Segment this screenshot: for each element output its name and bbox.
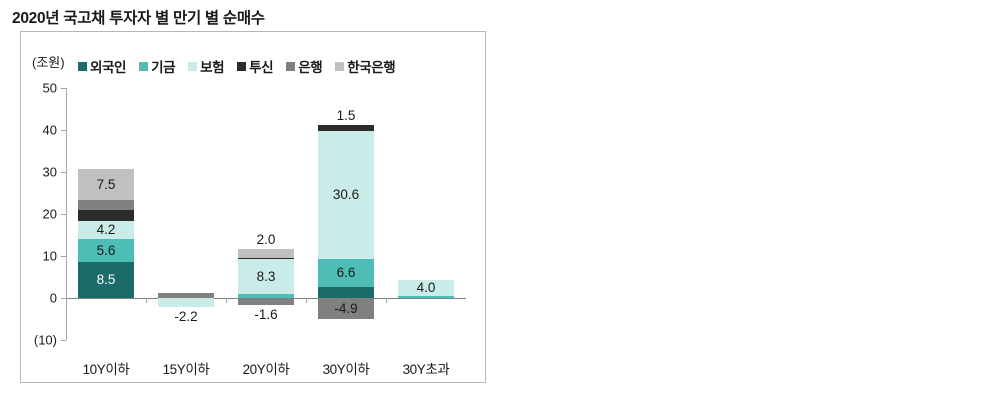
plot-area-ktb: (10)0102030405010Y이하8.55.64.22.62.47.515… (20, 31, 486, 383)
y-tick-mark (61, 214, 66, 215)
bar-segment: 2.4 (78, 183, 134, 211)
legend-label: 외국인 (90, 60, 127, 75)
bar-value-label: 8.3 (256, 269, 276, 285)
y-tick-mark (61, 340, 66, 341)
x-tick-mark (66, 298, 67, 303)
bar-segment: 7.5 (78, 168, 134, 201)
bar-segment: -4.9 (318, 298, 374, 319)
bar-segment: 4.2 (78, 221, 134, 239)
unit-label-ktb: (조원) (32, 55, 65, 70)
legend-label: 보험 (200, 60, 225, 75)
y-tick-mark (61, 256, 66, 257)
y-tick-label: 20 (42, 206, 57, 222)
y-tick-label: 30 (42, 164, 57, 180)
legend-swatch-icon (78, 61, 87, 71)
legend-label: 투신 (249, 60, 274, 75)
x-tick-mark (386, 298, 387, 303)
legend-swatch-icon (188, 61, 198, 71)
bar-segment: -1.6 (238, 298, 294, 322)
legend-item-한국은행: 한국은행 (335, 56, 396, 76)
legend-label: 기금 (151, 60, 176, 75)
y-tick-label: (10) (33, 332, 57, 348)
legend-item-은행: 은행 (286, 56, 323, 76)
legend-item-기금: 기금 (139, 56, 176, 76)
bar-value-label: 7.5 (96, 176, 116, 192)
bar-segment: 8.5 (78, 262, 134, 298)
y-tick-mark (61, 130, 66, 131)
bar-value-label: 5.6 (96, 242, 116, 258)
bar-value-label: 30.6 (332, 187, 360, 203)
bar-value-label: -2.2 (174, 309, 198, 325)
legend-swatch-icon (286, 61, 296, 71)
bar-segment (238, 257, 294, 260)
bar-value-label: 6.6 (336, 265, 356, 281)
bar-segment: 8.3 (238, 259, 294, 295)
y-tick-label: 0 (49, 290, 57, 306)
bar-segment: 30.6 (318, 130, 374, 260)
bar-segment: 6.6 (318, 259, 374, 288)
chart-panel-agency: 2020년 공사공단채 투자자 별 만기 별 순매수 (조원) 외국인기금보험투… (500, 0, 1000, 401)
x-tick-mark (146, 298, 147, 303)
bar-segment (158, 293, 214, 298)
x-tick-label-10Y이하: 10Y이하 (82, 362, 130, 377)
y-axis-line (66, 88, 67, 340)
x-tick-label-15Y이하: 15Y이하 (162, 362, 210, 377)
chart-panel-ktb: 2020년 국고채 투자자 별 만기 별 순매수 (조원) 외국인 기금 보험 투신 은… (12, 10, 486, 383)
x-tick-label-30Y초과: 30Y초과 (402, 362, 450, 377)
legend-ktb: 외국인 기금 보험 투신 은행 한국은행 (78, 56, 396, 76)
bar-segment: 4.0 (398, 279, 454, 297)
bar-segment: -2.2 (158, 298, 214, 324)
legend-item-보험: 보험 (188, 56, 225, 76)
y-tick-mark (61, 172, 66, 173)
bar-segment (238, 294, 294, 298)
bar-value-label: 8.5 (96, 272, 116, 288)
bar-segment: 2.6 (78, 193, 134, 222)
y-tick-label: 10 (42, 248, 57, 264)
y-tick-label: 50 (42, 80, 57, 96)
legend-swatch-icon (237, 61, 247, 71)
bar-value-label: 4.0 (416, 280, 436, 296)
page-title-ktb: 2020년 국고채 투자자 별 만기 별 순매수 (12, 10, 265, 27)
legend-swatch-icon (139, 61, 149, 71)
y-tick-mark (61, 88, 66, 89)
x-tick-mark (226, 298, 227, 303)
legend-label: 은행 (298, 60, 323, 75)
x-tick-mark (306, 298, 307, 303)
bar-segment: 2.0 (238, 232, 294, 258)
bar-value-label: 2.0 (256, 232, 276, 248)
y-tick-label: 40 (42, 122, 57, 138)
legend-swatch-icon (335, 61, 345, 71)
bar-segment: 5.6 (78, 238, 134, 263)
y-tick-mark (61, 298, 66, 299)
bar-segment: 1.5 (318, 108, 374, 131)
bar-segment: 2.6 (318, 270, 374, 298)
x-tick-label-20Y이하: 20Y이하 (242, 362, 290, 377)
bar-value-label: -1.6 (254, 306, 278, 322)
bar-value-label: -4.9 (334, 300, 358, 316)
bar-value-label: 1.5 (336, 107, 356, 123)
legend-item-투신: 투신 (237, 56, 274, 76)
bar-segment (398, 296, 454, 298)
legend-label: 한국은행 (347, 60, 396, 75)
legend-item-외국인: 외국인 (78, 56, 126, 76)
bar-value-label: 4.2 (96, 222, 116, 238)
x-tick-label-30Y이하: 30Y이하 (322, 362, 370, 377)
